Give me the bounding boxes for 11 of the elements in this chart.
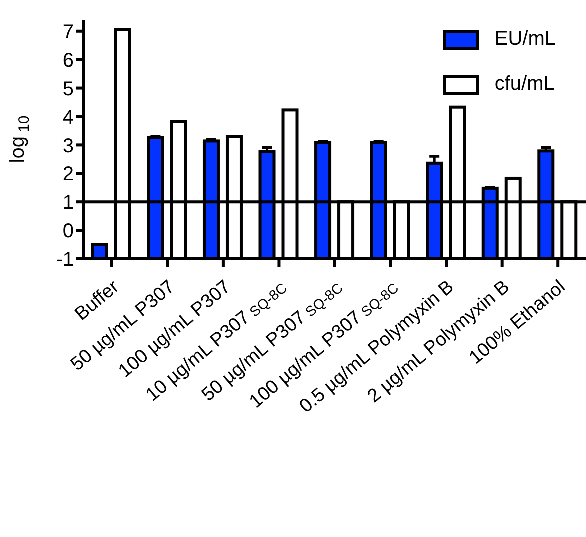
y-tick-label: -1 xyxy=(56,249,74,272)
y-tick-label: 7 xyxy=(62,21,74,44)
y-tick-label: 6 xyxy=(62,50,74,72)
y-tick-label: 2 xyxy=(62,164,74,186)
y-tick-label: 5 xyxy=(62,78,74,100)
y-tick-label: 0 xyxy=(62,220,74,243)
y-tick-label: 3 xyxy=(62,135,74,158)
y-tick-label: 1 xyxy=(62,192,74,214)
legend-label: EU/mL xyxy=(494,28,556,51)
y-tick-label: 4 xyxy=(62,106,74,129)
legend-label: cfu/mL xyxy=(494,73,555,96)
